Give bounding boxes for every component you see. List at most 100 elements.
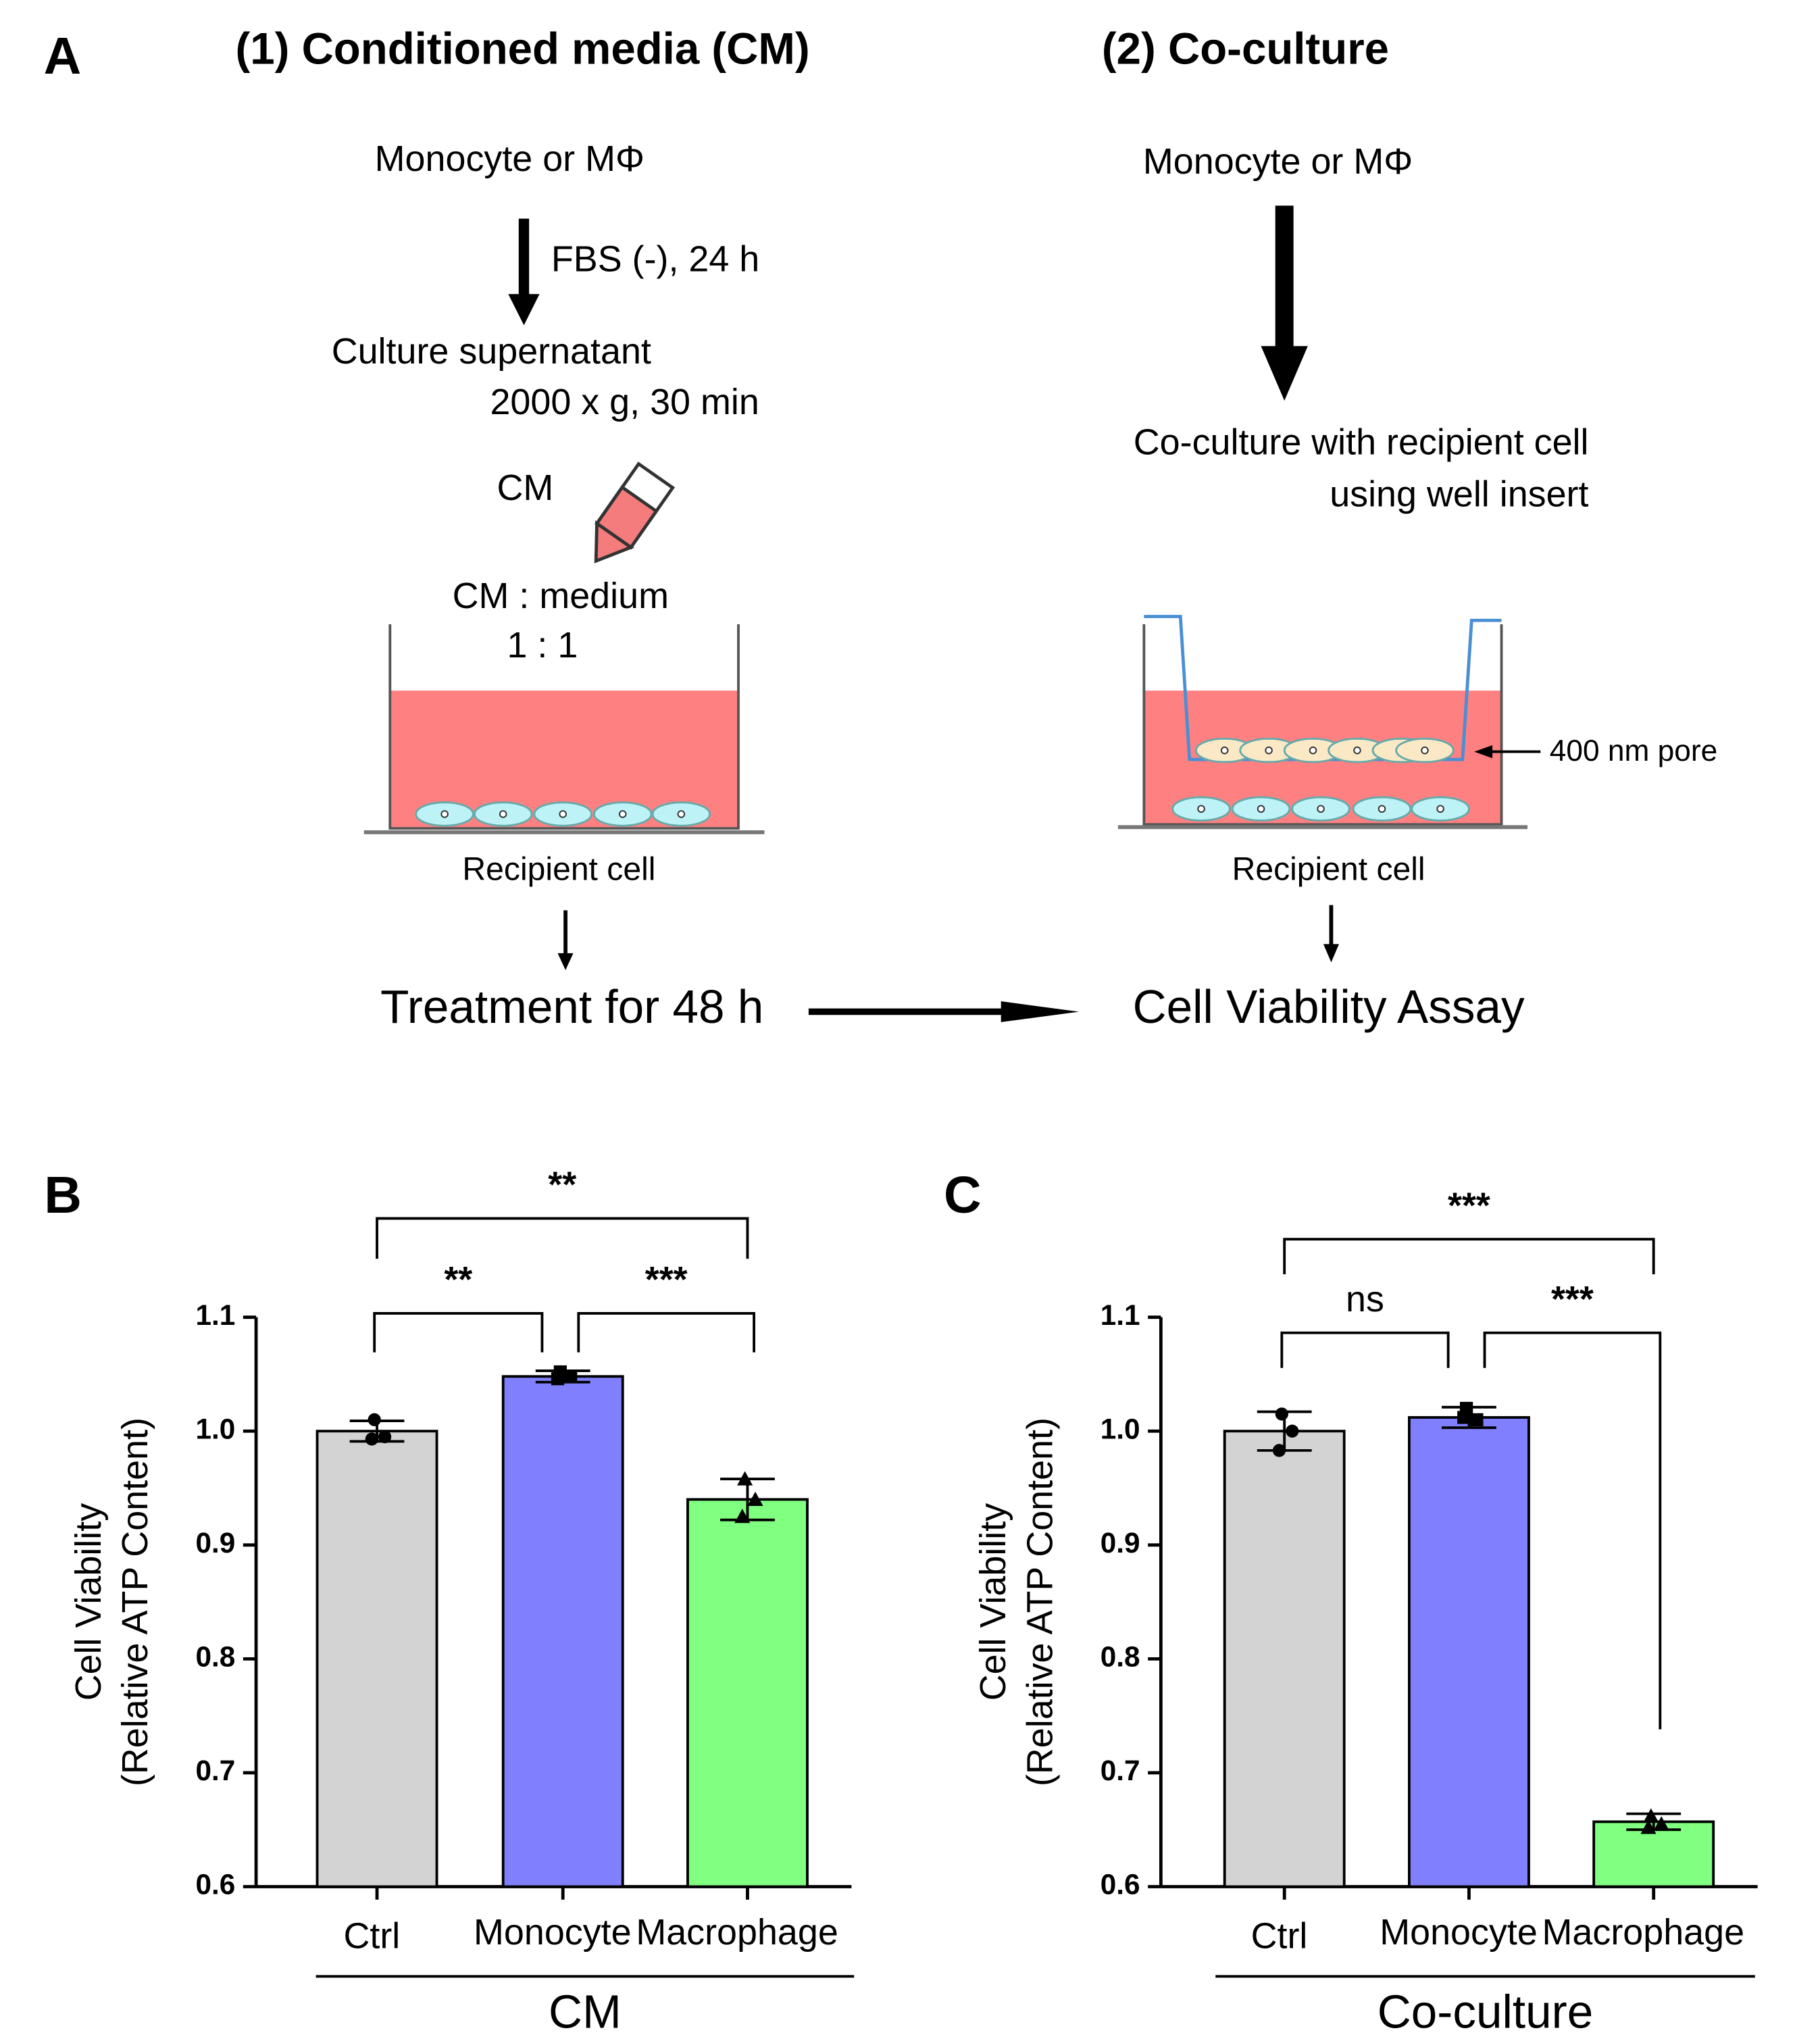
nucleus [618, 810, 627, 818]
x-tick-label: Monocyte [1380, 1912, 1538, 1953]
data-point [551, 1372, 565, 1386]
bar [1408, 1416, 1530, 1888]
y-tick-label: 0.7 [195, 1755, 235, 1786]
panel-label: A [44, 27, 82, 85]
x-tick-label: Ctrl [1251, 1916, 1308, 1957]
data-point [564, 1369, 578, 1383]
y-tick-label: 0.6 [195, 1869, 235, 1900]
panel-label: B [44, 1166, 82, 1224]
significance-label: ** [548, 1164, 576, 1205]
nucleus [1220, 746, 1229, 755]
y-tick-label: 0.8 [1101, 1641, 1140, 1673]
arrow-head [508, 294, 540, 326]
data-point [378, 1430, 392, 1444]
cells [1171, 737, 1470, 822]
arrow-head [1474, 745, 1493, 759]
nucleus [1421, 746, 1429, 755]
y-tick-label: 0.7 [1101, 1755, 1140, 1786]
bar [686, 1498, 809, 1888]
significance-label: *** [1551, 1279, 1594, 1319]
y-axis-label: Cell Viability [973, 1503, 1013, 1701]
data-point [1286, 1424, 1299, 1438]
label: using well insert [1330, 474, 1588, 515]
nucleus [1265, 746, 1273, 755]
significance-bracket [373, 1311, 544, 1353]
bar-chart: C Cell Viability (Relative ATP Content) 0.6… [944, 1166, 1758, 2038]
label: Recipient cell [1232, 851, 1425, 887]
nucleus [499, 810, 507, 818]
nucleus [1309, 746, 1317, 755]
label: CM : medium [453, 576, 669, 616]
bar-chart: B Cell Viability (Relative ATP Content) 0.6… [44, 1164, 855, 2038]
well [1142, 624, 1503, 826]
x-tick-label: Ctrl [343, 1916, 400, 1957]
data-point [1653, 1816, 1669, 1831]
data-point [747, 1491, 763, 1506]
label: 400 nm pore [1550, 734, 1717, 767]
y-tick-label: 1.1 [195, 1299, 235, 1331]
data-point [734, 1509, 751, 1524]
label: Cell Viability Assay [1133, 980, 1525, 1033]
data-point [1643, 1808, 1659, 1823]
bar [501, 1375, 624, 1888]
arrow-head [1323, 944, 1340, 963]
y-tick-label: 0.9 [1101, 1527, 1140, 1559]
label: Recipient cell [462, 851, 655, 887]
significance-bracket [376, 1217, 749, 1259]
data-point [368, 1413, 381, 1426]
label: Treatment for 48 h [380, 980, 763, 1033]
title: (2) Co-culture [1102, 24, 1389, 74]
x-tick-label: Macrophage [636, 1912, 838, 1953]
data-point [1457, 1411, 1471, 1424]
data-point [1272, 1444, 1286, 1457]
nucleus [1353, 746, 1361, 755]
arrow-head [557, 953, 574, 970]
data-point [365, 1432, 378, 1446]
tube [594, 461, 676, 563]
group-label: Co-culture [1377, 1985, 1594, 2038]
significance-bracket [577, 1311, 756, 1353]
significance-label: *** [645, 1259, 688, 1300]
y-axis-label: (Relative ATP Content) [115, 1417, 155, 1786]
title: (1) Conditioned media (CM) [235, 24, 809, 74]
significance-bracket [1280, 1331, 1450, 1368]
label: 1 : 1 [507, 625, 578, 665]
y-axis-label: (Relative ATP Content) [1020, 1417, 1061, 1786]
nucleus [1317, 805, 1325, 813]
y-tick-label: 0.8 [195, 1641, 235, 1673]
data-point [1640, 1819, 1657, 1834]
group-label: CM [549, 1985, 622, 2038]
nucleus [1197, 805, 1205, 813]
well [388, 624, 740, 830]
panel-a: A (1) Conditioned media (CM) (2) Co-cult… [44, 24, 1718, 1033]
arrow [1275, 205, 1294, 349]
significance-bracket [1483, 1331, 1662, 1730]
significance-label: ns [1346, 1279, 1384, 1319]
significance-label: *** [1448, 1185, 1490, 1226]
y-tick-label: 1.0 [195, 1413, 235, 1444]
nucleus [1257, 805, 1265, 813]
y-tick-label: 0.9 [195, 1527, 235, 1559]
x-tick-label: Macrophage [1542, 1912, 1745, 1953]
data-point [1470, 1413, 1484, 1426]
bar [1223, 1430, 1346, 1888]
bar [315, 1430, 438, 1888]
cells [415, 801, 711, 827]
y-tick-label: 0.6 [1101, 1869, 1140, 1900]
nucleus [440, 810, 449, 818]
nucleus [677, 810, 686, 818]
label: CM [497, 468, 554, 508]
label: 2000 x g, 30 min [490, 382, 759, 422]
arrow-head [1261, 346, 1308, 401]
y-tick-label: 1.1 [1101, 1299, 1140, 1331]
x-tick-label: Monocyte [474, 1912, 632, 1953]
nucleus [1377, 805, 1386, 813]
data-point [1275, 1407, 1288, 1421]
nucleus [1436, 805, 1444, 813]
label: Monocyte or MΦ [1143, 141, 1413, 182]
label: FBS (-), 24 h [551, 238, 759, 279]
arrow-head [1001, 1001, 1080, 1022]
nucleus [559, 810, 567, 818]
y-axis-label: Cell Viability [68, 1503, 109, 1701]
